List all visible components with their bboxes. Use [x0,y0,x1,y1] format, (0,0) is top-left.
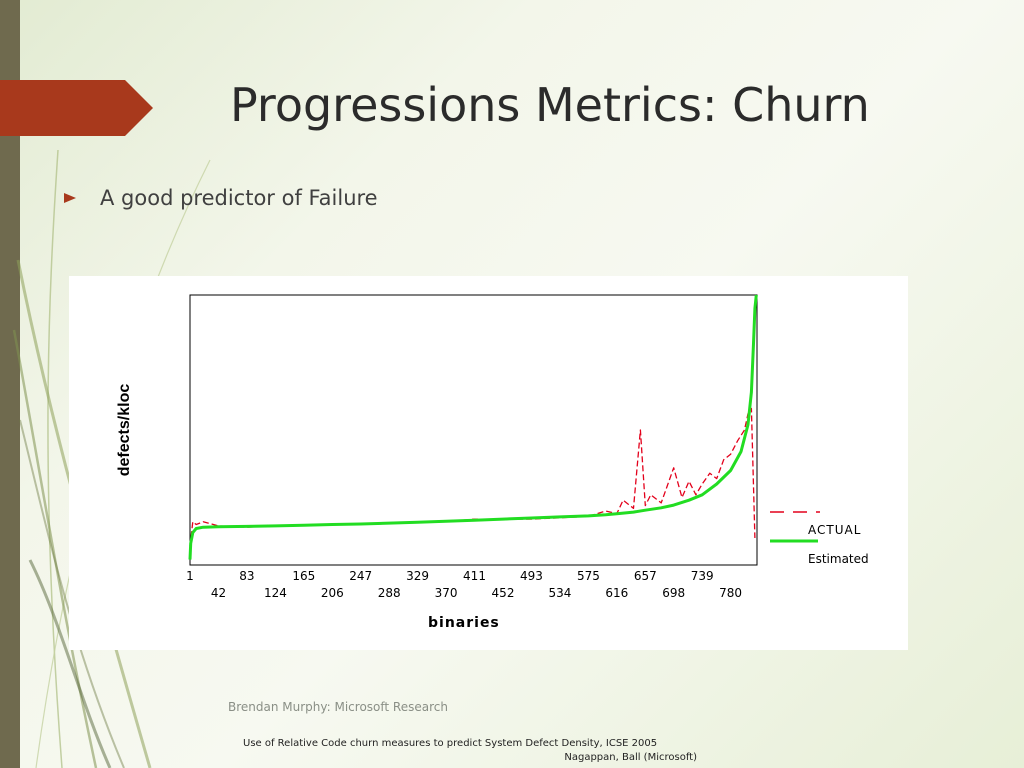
legend: ACTUAL Estimated [770,511,869,566]
x-bottom-tick-label: 534 [548,586,571,600]
plot-frame [189,294,758,566]
citation-line-1: Use of Relative Code churn measures to p… [243,738,658,749]
bullet-item: A good predictor of Failure [64,186,378,210]
citation: Use of Relative Code churn measures to p… [243,737,703,765]
x-bottom-tick-label: 780 [719,586,742,600]
series-layer [188,294,758,560]
y-axis-label-wrap: defects/kloc [108,384,142,476]
slide-title: Progressions Metrics: Churn [230,78,870,132]
x-top-tick-label: 493 [520,569,543,583]
citation-line-2: Nagappan, Ball (Microsoft) [564,752,697,763]
title-flag-shape [0,80,153,136]
x-top-tick-label: 83 [239,569,254,583]
x-axis-label: binaries [428,615,500,631]
footer-text: Brendan Murphy: Microsoft Research [228,700,448,714]
left-sidebar-bar [0,0,20,768]
x-bottom-tick-label: 42 [211,586,226,600]
x-top-tick-label: 165 [292,569,315,583]
x-top-tick-label: 575 [577,569,600,583]
x-top-tick-label: 739 [691,569,714,583]
arrow-right-icon [64,193,76,203]
series-estimated-line [188,294,758,560]
x-bottom-tick-label: 616 [605,586,628,600]
x-top-tick-label: 329 [406,569,429,583]
x-bottom-tick-label: 370 [435,586,458,600]
x-axis-ticks: 1 83 165 247 329 411 493 575 657 739 42 124 206 288 37… [186,569,742,600]
x-top-tick-label: 657 [634,569,657,583]
bullet-text: A good predictor of Failure [100,186,378,210]
chart-panel [69,276,908,650]
x-top-tick-label: 411 [463,569,486,583]
x-bottom-tick-label: 288 [378,586,401,600]
series-actual-line [189,407,756,547]
x-bottom-tick-label: 698 [662,586,685,600]
x-top-tick-label: 1 [186,569,194,583]
legend-estimated-label: Estimated [808,552,869,566]
x-top-tick-label: 247 [349,569,372,583]
x-bottom-tick-label: 124 [264,586,287,600]
x-bottom-tick-label: 206 [321,586,344,600]
legend-actual-label: ACTUAL [808,523,861,537]
y-axis-label: defects/kloc [116,383,134,477]
x-bottom-tick-label: 452 [492,586,515,600]
